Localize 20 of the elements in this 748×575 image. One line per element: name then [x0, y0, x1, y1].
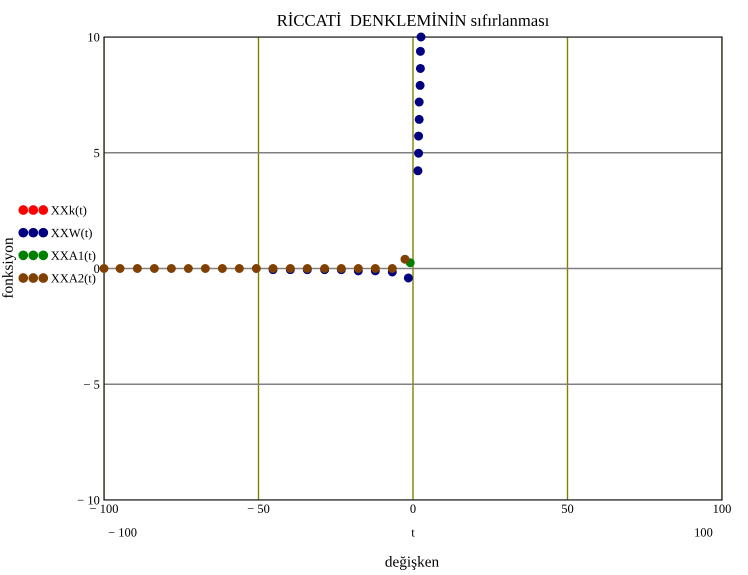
x-axis-title: değişken: [385, 556, 439, 570]
y-axis-title: fonksiyon: [2, 238, 16, 298]
legend-label: XXA2(t): [51, 274, 96, 286]
x-tick-label: − 100: [90, 504, 118, 513]
chart-title: RİCCATİ DENKLEMİNİN sıfırlanması: [277, 12, 550, 26]
text: − 100: [108, 528, 137, 537]
y-tick-label: 0: [94, 264, 100, 273]
y-tick-label: 10: [88, 33, 100, 42]
y-tick-label: 5: [94, 148, 100, 158]
legend-label: XXk(t): [51, 206, 86, 218]
x-tick-label: 50: [562, 504, 574, 513]
legend-label: XXW(t): [51, 228, 92, 240]
text: t: [411, 529, 415, 537]
y-tick-label: − 5: [84, 380, 100, 389]
x-tick-label: 0: [410, 504, 416, 513]
x-tick-label: − 50: [248, 504, 270, 513]
text: 100: [695, 528, 712, 537]
x-tick-label: 100: [714, 504, 731, 513]
y-tick-label: − 10: [78, 496, 100, 504]
legend-label: XXA1(t): [51, 251, 96, 262]
